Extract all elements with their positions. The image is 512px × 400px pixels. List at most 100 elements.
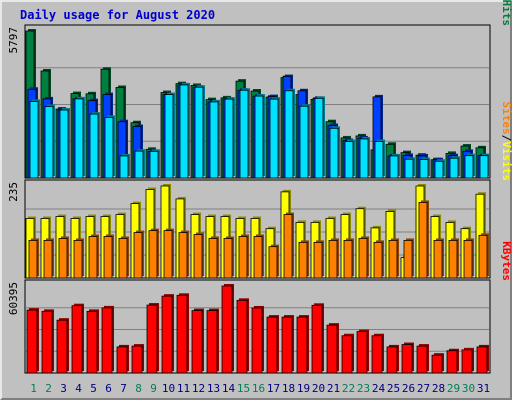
kbytes-bar-day-15 (236, 298, 249, 374)
kbytes-bar-day-9 (146, 303, 159, 374)
legend-separator: / (500, 135, 512, 142)
pages-bar-day-3 (59, 108, 70, 179)
sites-bar-day-24 (373, 240, 384, 279)
sites-bar-day-18 (283, 212, 294, 279)
sites-bar-day-31 (478, 233, 489, 279)
x-tick-label-day-1: 1 (30, 382, 37, 395)
kbytes-bar-day-27 (416, 344, 429, 374)
x-tick-label-day-30: 30 (462, 382, 475, 395)
x-tick-label-day-13: 13 (207, 382, 220, 395)
pages-bar-day-21 (329, 126, 340, 179)
kbytes-bar-day-13 (206, 308, 219, 374)
sites-bar-day-17 (268, 244, 279, 279)
pages-bar-day-22 (344, 139, 355, 179)
pages-bar-day-28 (434, 159, 445, 179)
x-tick-label-day-20: 20 (312, 382, 325, 395)
kbytes-bar-day-10 (161, 294, 174, 374)
pages-bar-day-7 (119, 153, 130, 179)
x-tick-label-day-9: 9 (150, 382, 157, 395)
x-tick-label-day-17: 17 (267, 382, 280, 395)
x-tick-label-day-14: 14 (222, 382, 236, 395)
kbytes-bar-day-28 (431, 353, 444, 374)
pages-bar-day-24 (374, 139, 385, 179)
x-tick-label-day-16: 16 (252, 382, 265, 395)
kbytes-bar-day-5 (86, 309, 99, 374)
sites-bar-day-19 (298, 240, 309, 279)
x-tick-label-day-8: 8 (135, 382, 142, 395)
sites-bar-day-15 (238, 234, 249, 279)
sites-bar-day-12 (193, 232, 204, 279)
x-tick-label-day-31: 31 (477, 382, 490, 395)
kbytes-bar-day-23 (356, 329, 369, 374)
pages-bar-day-4 (74, 96, 85, 179)
sites-bar-day-20 (313, 240, 324, 279)
pages-bar-day-11 (179, 82, 190, 179)
pages-bar-day-27 (419, 157, 430, 179)
x-tick-label-day-29: 29 (447, 382, 460, 395)
pages-bar-day-30 (464, 153, 475, 179)
panel-2-legend: Sites/Visits (500, 102, 512, 182)
pages-bar-day-5 (89, 112, 100, 179)
kbytes-bar-day-26 (401, 342, 414, 374)
sites-bar-day-5 (88, 234, 99, 279)
kbytes-bar-day-17 (266, 315, 279, 374)
sites-bar-day-11 (178, 230, 189, 279)
x-tick-label-day-18: 18 (282, 382, 295, 395)
sites-bar-day-1 (28, 238, 39, 279)
x-axis-labels: 1 2 3 4 5 6 7 8 9 10 11 12 13 14 15 16 17 18 19 20 21 22 23 24 2… (30, 382, 490, 395)
kbytes-bar-day-22 (341, 333, 354, 374)
pages-bar-day-6 (104, 115, 115, 179)
pages-bar-day-26 (404, 157, 415, 179)
legend-item-hits: Hits (500, 0, 512, 26)
pages-bar-day-8 (134, 149, 145, 179)
panel-1: 5797 Pages/Files/Hits (7, 0, 512, 179)
x-tick-label-day-11: 11 (177, 382, 190, 395)
sites-bar-day-10 (163, 228, 174, 279)
x-tick-label-day-21: 21 (327, 382, 340, 395)
kbytes-bar-day-18 (281, 315, 294, 374)
kbytes-bar-day-29 (446, 348, 459, 374)
sites-bar-day-3 (58, 236, 69, 279)
legend-item-sites: Sites (500, 102, 512, 135)
panel-2-max-label: 235 (7, 182, 20, 202)
kbytes-bar-day-16 (251, 305, 264, 374)
sites-bar-day-2 (43, 238, 54, 279)
panel-3-legend: KBytes (500, 241, 512, 281)
x-tick-label-day-15: 15 (237, 382, 250, 395)
kbytes-bar-day-19 (296, 315, 309, 374)
x-tick-label-day-2: 2 (45, 382, 52, 395)
pages-bar-day-16 (254, 94, 265, 179)
pages-bar-day-17 (269, 97, 280, 179)
sites-bar-day-8 (133, 230, 144, 279)
x-tick-label-day-28: 28 (432, 382, 445, 395)
x-tick-label-day-6: 6 (105, 382, 112, 395)
x-tick-label-day-3: 3 (60, 382, 67, 395)
pages-bar-day-2 (44, 104, 55, 179)
pages-bar-day-10 (164, 92, 175, 179)
kbytes-bar-day-2 (41, 309, 54, 374)
kbytes-bar-day-25 (386, 344, 399, 374)
pages-bar-day-13 (209, 99, 220, 179)
sites-bar-day-28 (433, 238, 444, 279)
panel-3-max-label: 60395 (7, 282, 20, 315)
panel-2: 235 Sites/Visits (7, 102, 512, 279)
kbytes-bar-day-31 (476, 344, 489, 374)
chart-title: Daily usage for August 2020 (20, 8, 215, 22)
legend-item-kbytes: KBytes (500, 241, 512, 281)
kbytes-bar-day-7 (116, 344, 129, 374)
sites-bar-day-30 (463, 238, 474, 279)
sites-bar-day-9 (148, 228, 159, 279)
kbytes-bar-day-24 (371, 333, 384, 374)
x-tick-label-day-7: 7 (120, 382, 127, 395)
kbytes-bar-day-6 (101, 305, 114, 374)
chart-panels: 5797 Pages/Files/Hits 235 Sites/Visits 60395… (7, 0, 512, 374)
x-tick-label-day-10: 10 (162, 382, 175, 395)
pages-bar-day-20 (314, 96, 325, 179)
x-tick-label-day-4: 4 (75, 382, 82, 395)
sites-bar-day-21 (328, 238, 339, 279)
sites-bar-day-4 (73, 238, 84, 279)
sites-bar-day-27 (418, 200, 429, 279)
kbytes-bar-day-1 (26, 308, 39, 374)
x-tick-label-day-19: 19 (297, 382, 310, 395)
